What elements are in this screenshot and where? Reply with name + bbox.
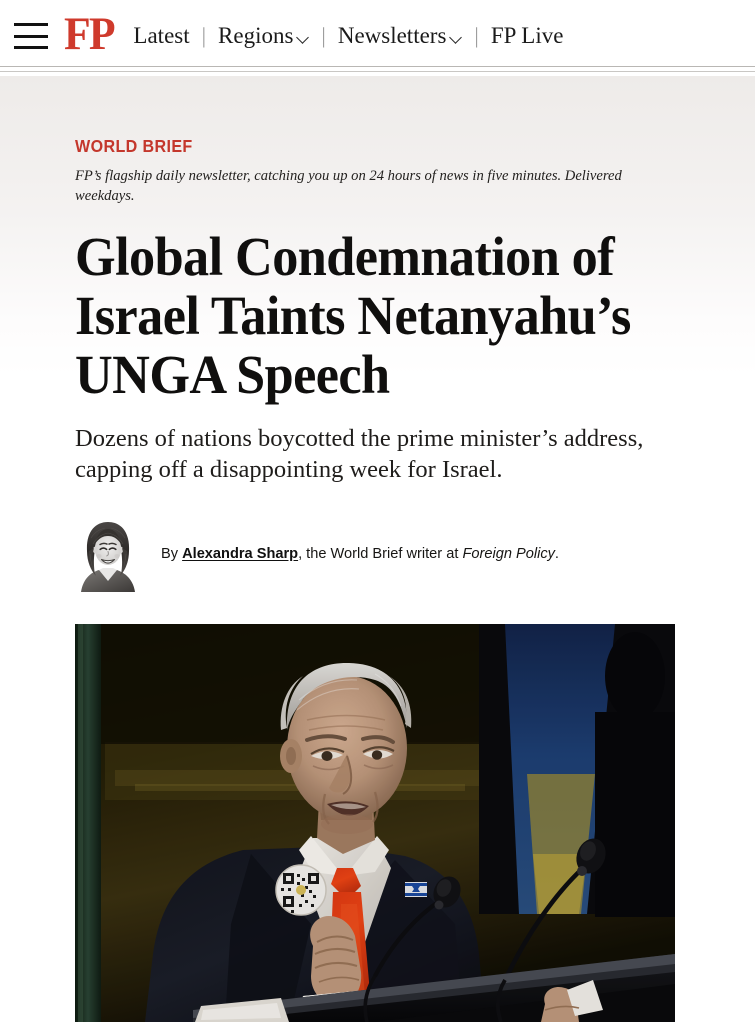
hamburger-bar-1 [14,23,48,26]
nav-separator-3: | [474,23,479,48]
nav-item-newsletters-label: Newsletters [337,23,447,48]
article-container: WORLD BRIEF FP’s flagship daily newslett… [0,72,755,1024]
page-title: Global Condemnation of Israel Taints Net… [75,226,631,405]
nav-separator-2: | [321,23,326,48]
avatar [75,517,141,592]
nav-item-fp-live-label: FP Live [490,23,564,48]
byline: By Alexandra Sharp, the World Brief writ… [75,517,680,592]
nav-item-regions-label: Regions [218,23,294,48]
hamburger-menu-icon[interactable] [14,23,48,49]
article-kicker[interactable]: WORLD BRIEF [75,136,193,156]
article-figure: Israeli Prime Minister Benjamin Netanyah… [75,623,680,1024]
fp-logo[interactable]: FP [64,7,116,60]
hamburger-bar-3 [14,46,48,49]
nav-item-newsletters[interactable]: Newsletters [338,23,463,49]
nav-item-fp-live[interactable]: FP Live [491,23,564,49]
byline-text: By Alexandra Sharp, the World Brief writ… [161,544,559,564]
main-navigation: Latest | Regions | Newsletters | FP Live [133,23,563,49]
byline-prefix: By [161,546,183,563]
byline-publication: Foreign Policy [462,546,555,563]
nav-item-regions[interactable]: Regions [218,23,309,49]
article-dek: Dozens of nations boycotted the prime mi… [75,424,644,483]
chevron-down-icon [298,33,309,44]
byline-suffix: . [554,546,559,563]
chevron-down-icon [451,33,462,44]
article-photo[interactable] [75,623,675,1022]
newsletter-description: FP’s flagship daily newsletter, catching… [75,168,622,205]
nav-item-latest-label: Latest [133,23,190,48]
site-header: FP Latest | Regions | Newsletters | FP L… [0,0,755,72]
hamburger-bar-2 [14,34,48,38]
nav-separator-1: | [201,23,207,48]
author-link[interactable]: Alexandra Sharp [182,546,299,563]
byline-role: , the World Brief writer at [298,546,463,563]
nav-item-latest[interactable]: Latest [133,23,189,49]
